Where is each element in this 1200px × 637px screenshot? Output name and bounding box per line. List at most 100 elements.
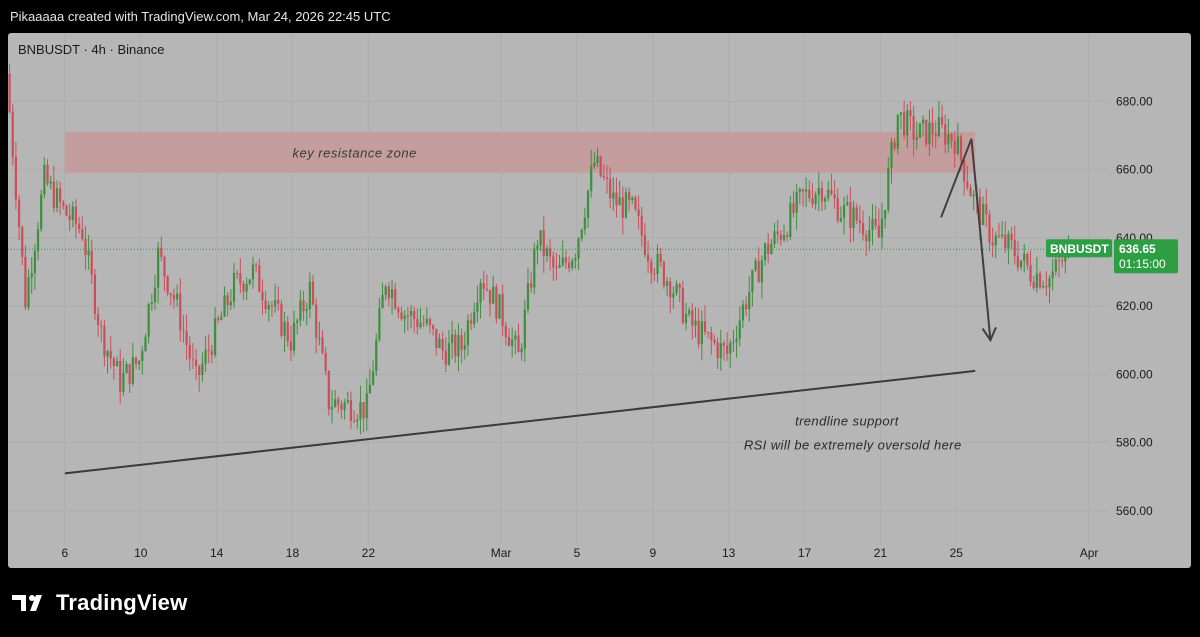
candle-body: [419, 322, 422, 328]
time-tick-label: 22: [362, 546, 376, 560]
candle-body: [703, 321, 707, 332]
candle-body: [112, 358, 115, 367]
candle-body: [716, 342, 719, 359]
candle-body: [738, 320, 741, 339]
candle-body: [498, 294, 501, 319]
candle-body: [1048, 278, 1051, 288]
rsi-annotation: RSI will be extremely oversold here: [744, 437, 962, 452]
candle-body: [400, 312, 403, 320]
candle-body: [880, 218, 884, 238]
candle-body: [466, 320, 470, 346]
candle-body: [100, 325, 103, 327]
candle-body: [842, 204, 846, 218]
candle-body: [371, 371, 375, 385]
candle-body: [495, 286, 498, 319]
candle-body: [305, 309, 308, 312]
candle-body: [84, 239, 87, 256]
price-tick-label: 680.00: [1116, 94, 1153, 108]
candle-body: [226, 295, 229, 305]
last-price-badge: BNBUSDT 636.65 01:15:00: [1046, 239, 1178, 274]
candle-body: [940, 117, 944, 125]
candle-body: [808, 189, 811, 199]
candle-body: [507, 337, 511, 346]
time-tick-label: Apr: [1080, 546, 1099, 560]
candle-body: [273, 299, 277, 307]
candles: [8, 64, 1070, 435]
candle-body: [596, 156, 599, 163]
resistance-zone: [64, 131, 976, 173]
candle-body: [770, 243, 773, 254]
candle-body: [839, 217, 843, 222]
candle-body: [643, 235, 647, 255]
time-axis[interactable]: 6 10 14 18 22 Mar 5 9 13 17 21 25 Apr: [62, 546, 1099, 560]
candle-body: [315, 304, 318, 338]
candle-body: [903, 112, 906, 136]
candle-body: [40, 194, 43, 230]
candle-body: [286, 321, 289, 342]
candle-body: [833, 194, 836, 199]
candle-body: [409, 311, 413, 316]
candle-body: [539, 230, 542, 246]
time-tick-label: 17: [798, 546, 812, 560]
candle-body: [514, 335, 517, 340]
candle-body: [830, 189, 833, 195]
candle-body: [801, 189, 805, 192]
candle-body: [662, 262, 665, 286]
candle-body: [1038, 273, 1042, 288]
candle-body: [428, 319, 432, 326]
tradingview-logo[interactable]: TradingView: [12, 590, 187, 616]
candle-body: [640, 215, 643, 236]
candle-body: [542, 230, 545, 257]
candle-body: [321, 337, 324, 353]
candle-body: [767, 243, 770, 254]
price-tick-label: 560.00: [1116, 504, 1153, 518]
price-tick-label: 620.00: [1116, 299, 1153, 313]
candle-body: [476, 302, 479, 312]
candle-body: [1019, 260, 1023, 268]
price-axis[interactable]: 680.00660.00640.00620.00600.00580.00560.…: [1116, 94, 1153, 518]
candle-body: [119, 361, 122, 392]
candle-body: [179, 293, 182, 331]
candle-body: [258, 265, 261, 292]
candle-body: [754, 260, 757, 271]
candle-body: [526, 283, 530, 310]
chart-panel[interactable]: key resistance zone trendline support RS…: [8, 33, 1191, 568]
candle-body: [928, 122, 931, 145]
candle-body: [283, 321, 286, 336]
candle-body: [966, 181, 969, 188]
candle-body: [160, 247, 163, 257]
candle-body: [577, 238, 580, 259]
trendline-support: [64, 369, 976, 475]
candle-body: [492, 286, 495, 304]
candle-body: [786, 235, 789, 237]
candle-body: [106, 351, 109, 357]
symbol-label: BNBUSDT · 4h · Binance: [18, 42, 164, 57]
candle-body: [289, 341, 293, 351]
candle-body: [567, 262, 571, 268]
candle-body: [1061, 260, 1064, 262]
candle-body: [122, 372, 125, 392]
candle-body: [982, 204, 985, 225]
candle-body: [972, 194, 975, 197]
candle-body: [760, 260, 763, 283]
last-price-value: 636.65: [1119, 242, 1156, 256]
candle-body: [634, 197, 637, 210]
candle-body: [748, 292, 751, 310]
candle-body: [820, 187, 824, 202]
candle-body: [163, 256, 166, 277]
candle-body: [182, 330, 185, 332]
resistance-zone-label: key resistance zone: [292, 145, 416, 160]
candle-body: [675, 284, 678, 294]
candle-body: [11, 111, 14, 157]
candle-body: [624, 192, 628, 218]
projection-arrow: [940, 138, 992, 341]
time-tick-label: 21: [874, 546, 888, 560]
candle-body: [365, 393, 368, 419]
price-chart[interactable]: key resistance zone trendline support RS…: [8, 33, 1191, 568]
time-tick-label: 6: [62, 546, 69, 560]
candle-body: [959, 136, 963, 161]
candle-body: [893, 141, 896, 149]
candle-body: [789, 203, 792, 237]
candle-body: [330, 406, 334, 410]
candle-body: [741, 304, 745, 321]
